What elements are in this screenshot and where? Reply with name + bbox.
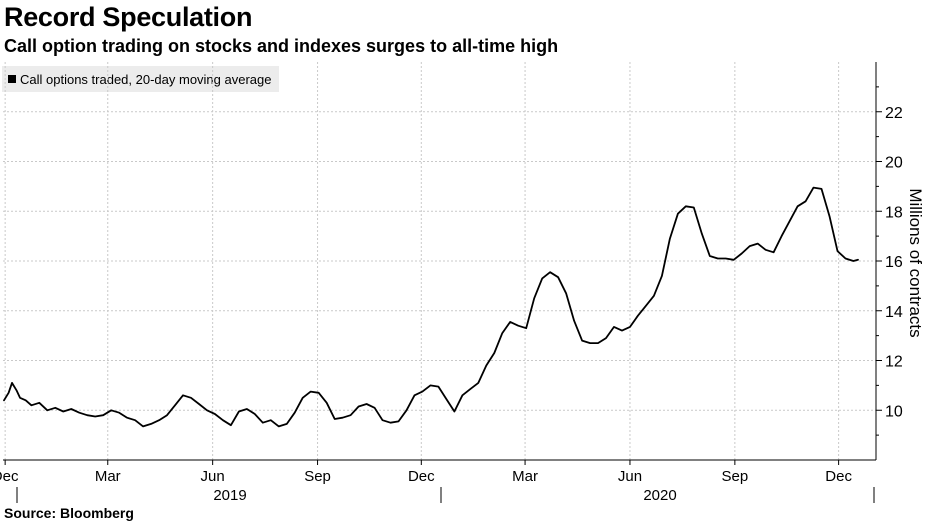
y-tick-label: 16: [885, 254, 903, 271]
legend-swatch: [8, 75, 16, 83]
y-tick-label: 18: [885, 204, 903, 221]
y-axis-label: Millions of contracts: [906, 188, 925, 337]
x-tick-label: Dec: [825, 468, 852, 485]
x-tick-label: Dec: [408, 468, 435, 485]
y-tick-label: 10: [885, 403, 903, 420]
chart-subtitle: Call option trading on stocks and indexe…: [4, 36, 559, 56]
x-tick-label: Dec: [0, 468, 19, 485]
year-label: 2020: [643, 487, 676, 504]
x-tick-label: Jun: [618, 468, 642, 485]
source-note: Source: Bloomberg: [4, 505, 134, 521]
y-tick-label: 14: [885, 304, 903, 321]
chart-title: Record Speculation: [4, 2, 253, 32]
x-tick-label: Jun: [201, 468, 225, 485]
y-tick-label: 20: [885, 155, 903, 172]
year-label: 2019: [213, 487, 246, 504]
x-tick-label: Sep: [304, 468, 331, 485]
legend: Call options traded, 20-day moving avera…: [2, 66, 280, 92]
y-tick-label: 22: [885, 105, 903, 122]
series-line: [3, 186, 859, 428]
x-tick-label: Mar: [512, 468, 538, 485]
x-tick-label: Sep: [722, 468, 749, 485]
y-tick-label: 12: [885, 354, 903, 371]
x-tick-label: Mar: [95, 468, 121, 485]
legend-label: Call options traded, 20-day moving avera…: [20, 71, 272, 87]
